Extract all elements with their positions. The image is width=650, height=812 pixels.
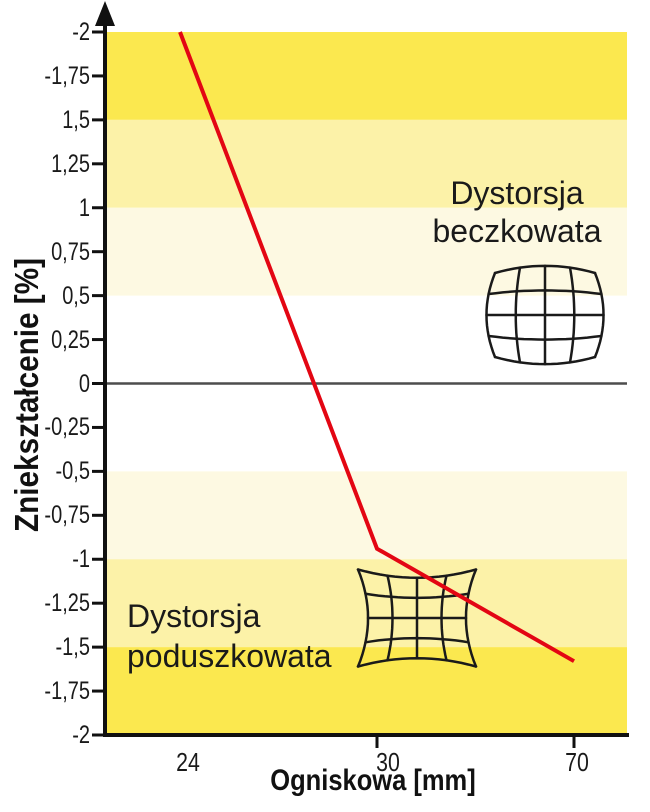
y-tick-label: -2 [72,721,90,749]
yellow-band [107,471,627,560]
grid-curve [464,568,478,668]
y-tick-label: -2 [72,18,90,46]
y-axis-title: Zniekształcenie [%] [8,258,45,532]
yellow-band [107,207,627,296]
y-tick-label: 0,75 [51,237,90,266]
y-tick-label: -0,5 [55,457,90,486]
barrel-grid-icon [485,264,605,366]
grid-curve [356,568,370,668]
y-tick-label: -1,25 [44,589,90,618]
y-tick-label: 1 [78,193,90,222]
x-tick-label: 30 [376,747,400,777]
y-axis-line [103,14,107,737]
y-tick-label: 1,5 [62,105,90,134]
grid-curve [568,266,576,364]
y-tick-label: -0,25 [44,413,90,442]
y-axis-arrow-icon [95,1,115,26]
y-tick-label: 0,5 [62,281,90,310]
y-tick-label: -0,75 [44,501,90,530]
barrel-distortion-label-line1: Dystorsja [450,175,584,211]
y-tick-label: -1,75 [44,61,90,90]
x-axis-title: Ogniskowa [mm] [270,764,476,797]
pincushion-distortion-label-line1: Dystorsja [127,598,261,634]
x-tick-label: 24 [176,747,200,777]
y-tick-label: -1,75 [44,677,90,706]
yellow-band [107,647,627,735]
yellow-band [107,32,627,120]
y-tick-label: 0 [78,369,90,398]
grid-curve [440,574,448,662]
y-tick-label: 1,25 [51,149,90,178]
barrel-distortion-label: Dystorsja beczkowata [407,174,627,250]
x-tick-label: 70 [565,747,589,777]
y-tick-label: -1,5 [55,633,90,662]
y-tick-label: -1 [72,545,90,574]
pincushion-distortion-label-line2: poduszkowata [127,638,332,674]
y-tick-label: 0,25 [51,325,90,354]
pincushion-distortion-label: Dystorsja poduszkowata [127,596,387,676]
grid-curve [593,271,605,359]
barrel-distortion-label-line2: beczkowata [432,213,602,249]
grid-curve [386,574,394,662]
grid-curve [514,266,522,364]
grid-curve [485,271,497,359]
distortion-line [178,31,575,663]
yellow-band [107,119,627,208]
x-axis-line [103,733,629,737]
pincushion-grid-icon [356,568,478,668]
